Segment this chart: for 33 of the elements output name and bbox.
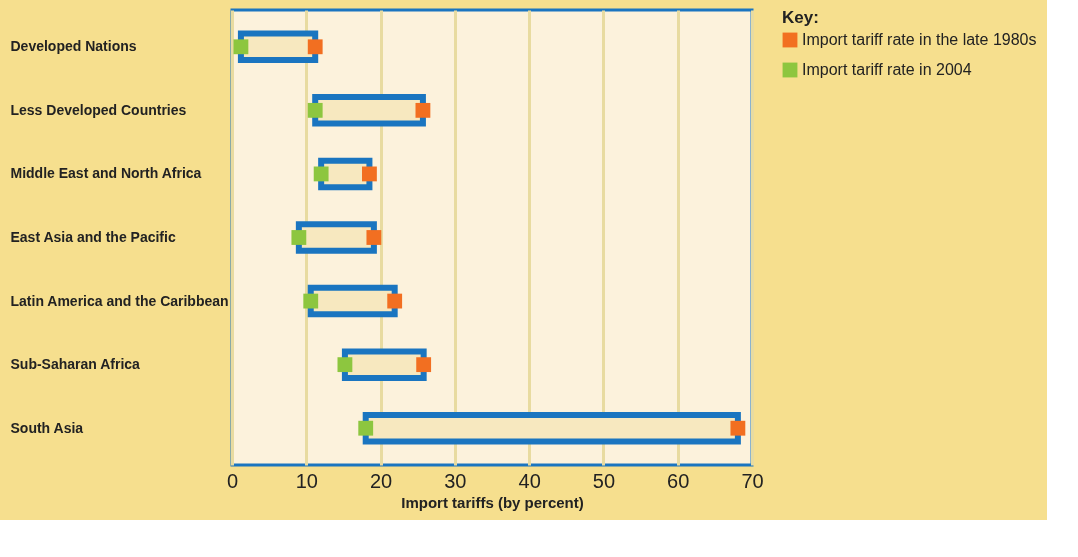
point: [313, 166, 329, 182]
point: [416, 357, 432, 373]
x-tick-label: 40: [518, 469, 541, 492]
point: [307, 102, 323, 118]
y-tick-label: Less Developed Countries: [10, 101, 187, 118]
point: [730, 420, 746, 436]
point: [337, 357, 353, 373]
y-tick-label: South Asia: [10, 419, 84, 436]
point: [387, 293, 403, 309]
x-tick-label: 30: [444, 469, 467, 492]
point: [233, 39, 249, 55]
x-axis-title: Import tariffs (by percent): [401, 493, 584, 511]
legend-label: Import tariff rate in the late 1980s: [802, 31, 1037, 48]
point: [415, 102, 431, 118]
x-tick-label: 60: [667, 469, 690, 492]
point: [358, 420, 374, 436]
y-tick-label: Middle East and North Africa: [10, 165, 202, 182]
x-tick-label: 0: [226, 469, 239, 492]
point: [362, 166, 377, 182]
legend-label: Import tariff rate in 2004: [802, 61, 972, 78]
y-tick-label: Latin America and the Caribbean: [10, 292, 229, 309]
x-tick-label: 10: [295, 469, 318, 492]
y-tick-label: Developed Nations: [10, 38, 137, 55]
y-tick-label: Sub-Saharan Africa: [10, 356, 141, 373]
x-tick-label: 50: [592, 469, 616, 492]
x-tick-label: 70: [741, 469, 764, 492]
point: [303, 293, 319, 309]
point: [307, 39, 323, 55]
point: [291, 230, 307, 245]
y-tick-label: East Asia and the Pacific: [10, 229, 176, 245]
point: [366, 230, 382, 245]
legend-title: Key:: [782, 8, 819, 27]
x-tick-label: 20: [369, 469, 393, 492]
